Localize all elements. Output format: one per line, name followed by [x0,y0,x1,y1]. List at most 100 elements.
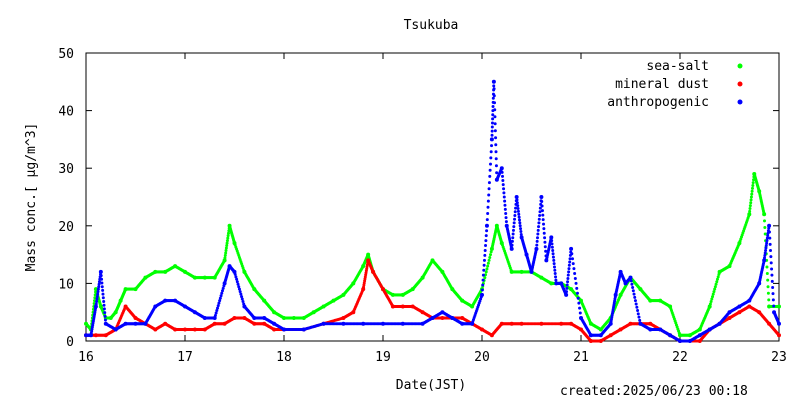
x-axis-label: Date(JST) [396,378,466,393]
data-point-fill [102,303,106,307]
data-point-fill [237,287,241,291]
data-point-fill [511,232,515,236]
data-point-fill [767,226,771,230]
data-point [569,246,574,251]
data-point-fill [538,322,542,326]
data-point-fill [519,322,523,326]
data-point-fill [535,239,539,243]
data-point-fill [766,234,770,238]
data-point-fill [234,275,238,279]
data-point-fill [486,199,490,203]
data-point-fill [536,236,540,240]
data-point-fill [484,234,488,238]
data-point-fill [490,144,494,148]
data-point-fill [220,289,224,293]
data-point-fill [517,215,521,219]
data-point-fill [218,299,222,303]
data-point [539,195,544,199]
data-point-fill [516,204,520,208]
data-point-fill [748,207,752,211]
data-point-fill [511,236,515,240]
data-point-fill [765,272,769,276]
data-point-fill [504,211,508,215]
data-point-fill [511,228,515,232]
data-point-fill [578,306,582,310]
data-point-fill [222,260,226,264]
data-point-fill [499,240,503,244]
data-point-fill [340,322,344,326]
data-point-fill [510,239,514,243]
data-point-fill [484,239,488,243]
data-point-fill [500,170,504,174]
data-point-fill [101,296,105,300]
data-point-fill [479,295,483,299]
data-point-fill [749,198,753,202]
data-point-fill [536,232,540,236]
data-point-fill [750,186,754,190]
plot-frame [85,52,780,342]
data-point-fill [482,268,486,272]
data-point-fill [399,322,403,326]
data-point-fill [541,213,545,217]
data-point-fill [494,157,498,161]
data-point-fill [494,143,498,147]
x-tick-label: 23 [771,350,787,365]
data-point-fill [490,121,494,125]
data-point-fill [513,217,517,221]
data-point-fill [630,282,634,286]
data-point-fill [554,275,558,279]
y-tick-label: 30 [58,162,74,177]
data-point-fill [551,252,555,256]
data-point-fill [97,282,101,286]
data-point-fill [102,307,106,311]
data-point-fill [242,268,246,272]
data-point-fill [513,214,517,218]
data-point-fill [512,221,516,225]
data-point-fill [97,285,101,289]
data-point-fill [771,286,775,290]
data-point-fill [103,314,107,318]
data-point-fill [750,189,754,193]
axis-ticks: 16 17 18 19 20 21 22 23 0 10 20 30 40 50 [58,47,786,365]
data-point-fill [489,150,493,154]
data-point-fill [216,306,220,310]
data-point-fill [491,104,495,108]
data-point-fill [487,187,491,191]
data-point-fill [483,276,487,280]
data-point-fill [513,210,517,214]
data-point-fill [713,285,717,289]
x-tick-label: 19 [375,350,391,365]
data-point-fill [96,287,100,291]
data-point-fill [494,164,498,168]
data-point-fill [552,262,556,266]
data-point-fill [776,332,780,336]
data-point-fill [223,256,227,260]
data-point-fill [542,231,546,235]
data-point-fill [493,129,497,133]
y-tick-label: 20 [58,220,74,235]
y-axis-label: Mass conc.[ μg/m^3] [24,123,39,272]
data-point-fill [489,156,493,160]
data-point-fill [765,241,769,245]
data-point-fill [502,187,506,191]
data-point-fill [553,268,557,272]
data-point-fill [776,304,780,308]
data-point-fill [482,263,486,267]
data-point-fill [235,277,239,281]
data-point-fill [226,231,230,235]
data-point-fill [96,292,100,296]
data-point-fill [716,275,720,279]
y-tick-label: 0 [66,335,74,350]
data-point-fill [540,204,544,208]
data-point-fill [501,179,505,183]
data-point-fill [634,302,638,306]
data-point-fill [567,267,571,271]
data-point-fill [224,251,228,255]
data-point-fill [565,290,569,294]
data-point-fill [707,306,711,310]
data-point-fill [519,227,523,231]
data-point-fill [762,260,766,264]
data-point-fill [717,272,721,276]
data-point-fill [100,277,104,281]
